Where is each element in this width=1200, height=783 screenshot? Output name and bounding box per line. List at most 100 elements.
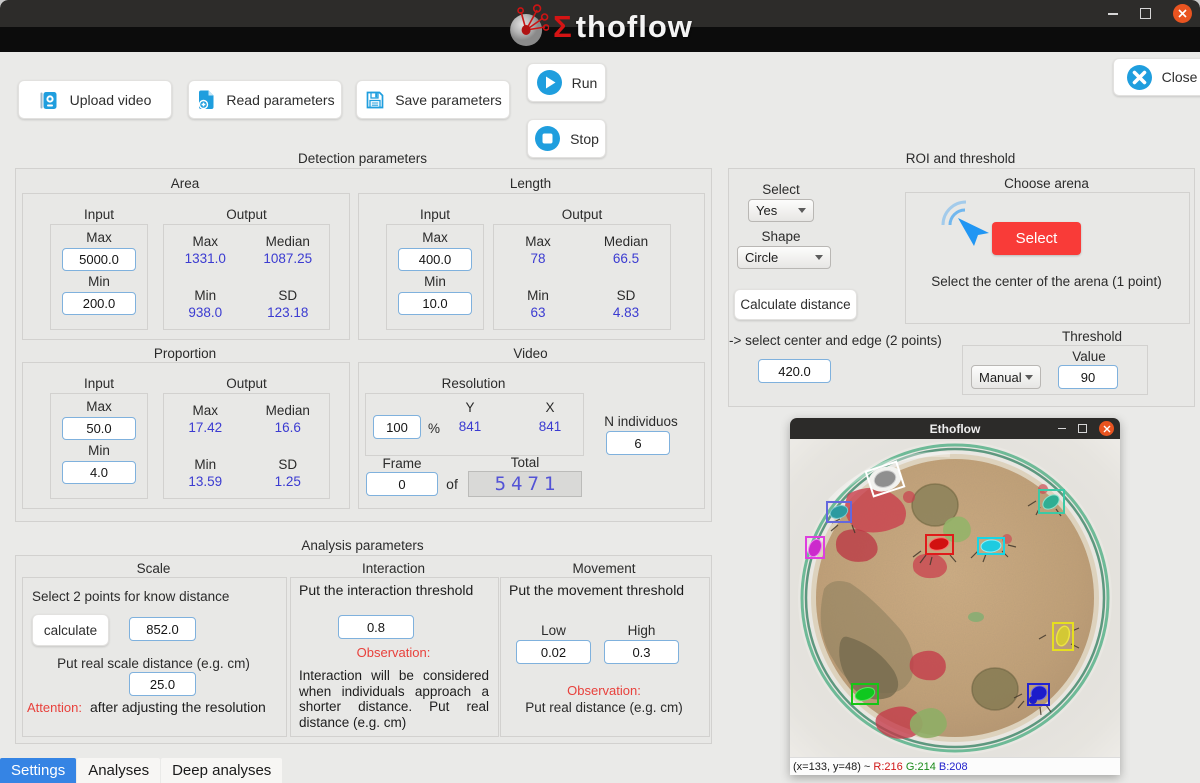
scale-calculate-button[interactable]: calculate [32, 614, 109, 646]
area-frame [22, 193, 350, 340]
roi-shape-dropdown[interactable]: Circle [737, 246, 831, 269]
upload-video-label: Upload video [69, 91, 152, 108]
area-input-box: Max Min [50, 224, 148, 330]
edge-distance-field[interactable] [758, 359, 831, 383]
resolution-label: Resolution [441, 376, 506, 391]
scale-distance-field[interactable] [129, 617, 196, 641]
edge-hint: -> select center and edge (2 points) [729, 333, 942, 348]
proportion-out-median-label: Median [265, 403, 310, 418]
length-out-median-label: Median [603, 234, 649, 249]
tab-deep-analyses[interactable]: Deep analyses [161, 758, 283, 783]
maximize-button[interactable] [1140, 8, 1151, 19]
threshold-mode-dropdown[interactable]: Manual [971, 365, 1041, 389]
n-individuals-label: N individuos [604, 414, 678, 429]
close-x-icon [1103, 425, 1110, 432]
window-close-button[interactable] [1173, 4, 1192, 23]
proportion-input-label: Input [83, 376, 115, 391]
upload-video-icon [40, 91, 57, 109]
frame-field[interactable] [366, 472, 438, 496]
proportion-out-median-value: 16.6 [274, 420, 301, 435]
movement-low-field[interactable] [516, 640, 591, 664]
proportion-input-min-label: Min [88, 443, 110, 458]
length-frame [358, 193, 705, 340]
upload-video-button[interactable]: Upload video [18, 80, 172, 119]
run-play-icon [536, 70, 562, 95]
threshold-box [962, 345, 1148, 395]
area-out-max-label: Max [192, 234, 218, 249]
attention-text: after adjusting the resolution [89, 699, 266, 715]
click-cursor-icon [941, 200, 989, 246]
calculate-distance-button[interactable]: Calculate distance [734, 289, 857, 320]
close-button[interactable]: Close [1113, 58, 1200, 96]
video-close-button[interactable] [1099, 421, 1114, 436]
length-output-label: Output [561, 207, 603, 222]
length-input-max-field[interactable] [398, 248, 472, 271]
analysis-parameters-frame [15, 555, 712, 744]
attention-label: Attention: [27, 699, 82, 715]
scale-frame [22, 577, 287, 737]
stop-button[interactable]: Stop [527, 119, 606, 158]
save-parameters-button[interactable]: Save parameters [356, 80, 510, 119]
run-button[interactable]: Run [527, 63, 606, 102]
length-input-min-field[interactable] [398, 292, 472, 315]
arena-hint: Select the center of the arena (1 point) [931, 274, 1162, 289]
movement-frame [500, 577, 710, 737]
run-label: Run [571, 74, 598, 91]
interaction-observation-text: Interaction will be considered when indi… [299, 668, 489, 730]
area-input-min-field[interactable] [62, 292, 136, 315]
scale-real-field[interactable] [129, 672, 196, 696]
arena-select-button[interactable]: Select [992, 222, 1081, 255]
video-window-titlebar: Ethoflow [790, 418, 1120, 439]
interaction-hint: Put the interaction threshold [299, 582, 474, 598]
resolution-x-label: X [545, 400, 555, 415]
calculate-distance-label: Calculate distance [740, 297, 851, 312]
of-label: of [446, 476, 458, 492]
n-individuals-field[interactable] [606, 431, 670, 455]
area-input-max-label: Max [86, 230, 112, 245]
length-output-box: Max 78 Median 66.5 Min 63 SD 4.83 [493, 224, 671, 330]
video-minimize-button[interactable] [1058, 427, 1066, 430]
interaction-title: Interaction [361, 561, 426, 576]
detection-parameters-title: Detection parameters [297, 151, 428, 166]
area-input-max-field[interactable] [62, 248, 136, 271]
area-out-min-label: Min [194, 288, 217, 303]
area-out-median-label: Median [265, 234, 310, 249]
proportion-input-max-field[interactable] [62, 417, 136, 440]
chevron-down-icon [815, 255, 823, 260]
proportion-out-sd-value: 1.25 [274, 474, 301, 489]
close-x-icon [1178, 9, 1187, 18]
area-input-label: Input [83, 207, 115, 222]
proportion-input-min-field[interactable] [62, 461, 136, 484]
resolution-percent-field[interactable] [373, 415, 421, 439]
choose-arena-label: Choose arena [1004, 176, 1089, 191]
video-maximize-button[interactable] [1078, 424, 1087, 433]
length-title: Length [509, 176, 552, 191]
interaction-threshold-field[interactable] [338, 615, 414, 639]
interaction-frame [290, 577, 499, 737]
resolution-y-label: Y [465, 400, 475, 415]
total-label: Total [510, 455, 540, 470]
tab-analyses-label: Analyses [88, 762, 150, 779]
movement-high-field[interactable] [604, 640, 679, 664]
minimize-icon [1108, 12, 1118, 15]
proportion-input-max-label: Max [86, 399, 112, 414]
length-out-max-label: Max [525, 234, 551, 249]
threshold-value-field[interactable] [1058, 365, 1118, 389]
scale-attention-row: Attention: after adjusting the resolutio… [27, 698, 279, 716]
proportion-out-min-value: 13.59 [188, 474, 223, 489]
area-output-label: Output [226, 207, 267, 222]
minimize-button[interactable] [1108, 12, 1118, 15]
roi-select-dropdown[interactable]: Yes [748, 199, 814, 222]
resolution-y-value: 841 [458, 419, 482, 434]
length-out-sd-label: SD [616, 288, 636, 303]
chevron-down-icon [1025, 374, 1033, 380]
read-parameters-button[interactable]: Read parameters [188, 80, 342, 119]
scale-calculate-label: calculate [43, 622, 98, 638]
proportion-title: Proportion [153, 346, 217, 361]
tab-settings[interactable]: Settings [0, 758, 77, 783]
tab-analyses[interactable]: Analyses [77, 758, 161, 783]
proportion-out-max-label: Max [192, 403, 218, 418]
petri-dish-video-canvas[interactable] [790, 439, 1120, 757]
video-frame [358, 362, 705, 509]
